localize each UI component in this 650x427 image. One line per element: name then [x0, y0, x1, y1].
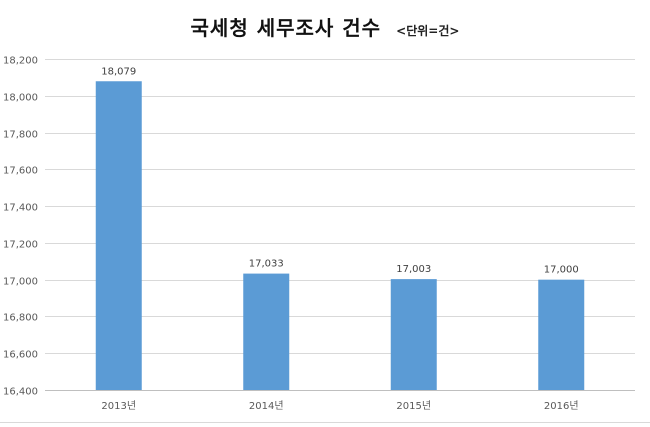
y-tick-label: 17,000 — [3, 277, 38, 288]
data-labels: 18,079 17,033 17,003 17,000 — [101, 66, 579, 275]
x-tick-label: 2015년 — [396, 400, 431, 412]
bar — [243, 273, 290, 390]
bar-data-label: 18,079 — [101, 66, 136, 77]
y-tick-label: 16,800 — [3, 313, 38, 324]
bar-data-label: 17,033 — [249, 259, 284, 270]
y-tick-label: 18,200 — [3, 56, 38, 67]
bar-data-label: 17,000 — [544, 265, 579, 276]
chart-title-block: 국세청 세무조사 건수 <단위=건> — [0, 12, 650, 41]
chart-bottom-border — [0, 422, 650, 423]
bar — [95, 81, 142, 391]
bars — [95, 81, 585, 391]
x-axis-tick-labels: 2013년 2014년 2015년 2016년 — [101, 400, 578, 412]
y-tick-label: 17,400 — [3, 203, 38, 214]
y-tick-label: 16,400 — [3, 387, 38, 398]
x-tick-label: 2016년 — [544, 400, 579, 412]
x-tick-label: 2013년 — [101, 400, 136, 412]
y-tick-label: 18,000 — [3, 93, 38, 104]
y-axis-tick-labels: 16,400 16,600 16,800 17,000 17,200 17,400 17,6… — [3, 56, 38, 398]
x-tick-label: 2014년 — [249, 400, 284, 412]
bar — [538, 279, 585, 390]
y-tick-label: 17,600 — [3, 166, 38, 177]
y-tick-label: 16,600 — [3, 350, 38, 361]
gridlines — [45, 59, 635, 391]
chart-title: 국세청 세무조사 건수 — [190, 16, 382, 40]
y-tick-label: 17,800 — [3, 130, 38, 141]
y-tick-label: 17,200 — [3, 240, 38, 251]
chart-subtitle-unit: <단위=건> — [396, 24, 460, 38]
bar — [390, 279, 437, 390]
bar-data-label: 17,003 — [396, 264, 431, 275]
